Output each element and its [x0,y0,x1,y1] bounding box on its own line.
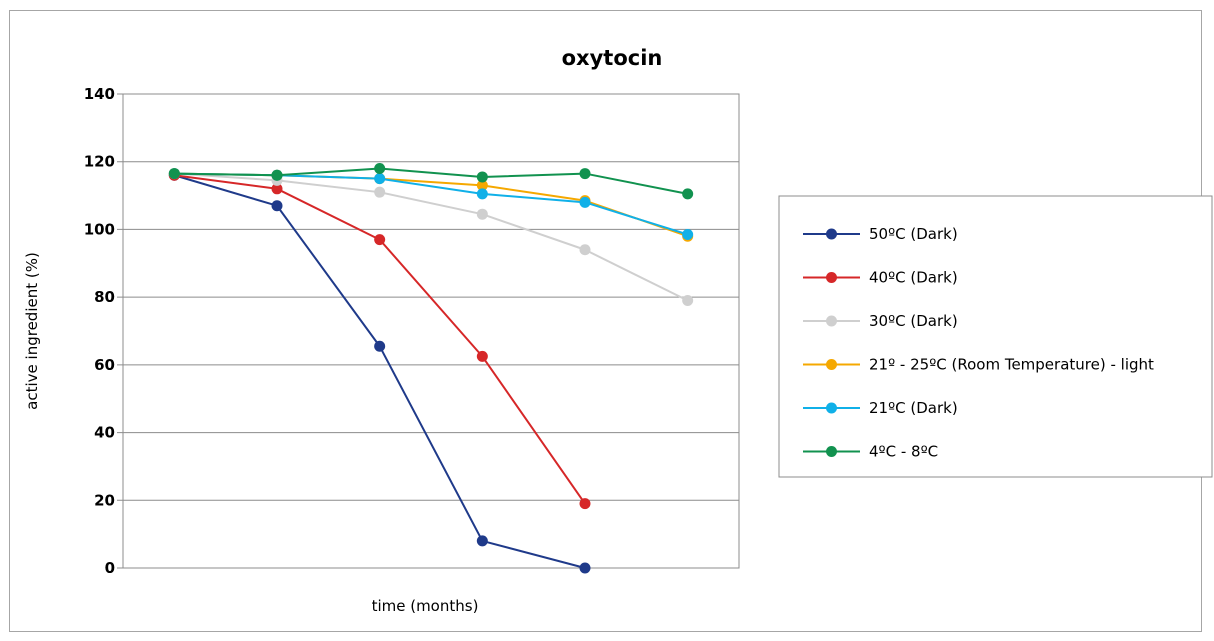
data-point [476,535,488,547]
data-point [374,162,386,174]
chart-title: oxytocin [562,46,663,70]
legend-label: 30ºC (Dark) [869,312,958,330]
data-point [168,168,180,180]
y-tick-label: 80 [94,288,115,306]
legend-label: 4ºC - 8ºC [869,443,938,461]
series-line [174,174,586,505]
data-point [579,498,591,510]
data-point [579,168,591,180]
legend-item: 21ºC (Dark) [803,399,958,417]
legend-item: 4ºC - 8ºC [803,443,938,461]
data-point [271,200,283,212]
legend-swatch-marker [826,272,837,283]
data-point [271,183,283,195]
data-point [682,188,694,200]
legend-label: 40ºC (Dark) [869,269,958,287]
y-tick-label: 60 [94,356,115,374]
data-point [682,295,694,307]
legend-label: 50ºC (Dark) [869,225,958,243]
data-point [579,244,591,256]
gridlines [117,93,739,569]
legend-swatch-marker [826,446,837,457]
data-point [476,171,488,183]
data-point [271,169,283,181]
data-point [476,208,488,220]
legend-swatch-marker [826,402,837,414]
x-axis-title: time (months) [372,597,479,615]
legend-label: 21º - 25ºC (Room Temperature) - light [869,356,1154,374]
y-axis-title: active ingredient (%) [23,252,41,410]
legend-item: 40ºC (Dark) [803,269,958,287]
y-tick-label: 40 [94,424,115,442]
y-tick-label: 0 [105,559,115,577]
data-point [374,234,386,246]
data-point [476,179,488,191]
data-point [579,196,591,208]
y-tick-label: 120 [84,153,115,171]
series-line [174,172,688,238]
series-3 [168,168,694,307]
series-line [174,167,688,195]
series-6 [168,162,694,200]
legend-items: 50ºC (Dark) 40ºC (Dark) 30ºC (Dark) 21º - 2… [803,225,1154,461]
series-layer [168,162,694,574]
legend-swatch-marker [826,359,837,370]
data-point [476,350,488,362]
plot-area [122,93,740,569]
series-line [174,172,689,302]
y-tick-label: 100 [84,220,115,238]
data-point [476,188,488,200]
data-point [579,562,591,574]
legend-item: 21º - 25ºC (Room Temperature) - light [803,356,1154,374]
y-tick-label: 140 [84,85,115,103]
y-tick-label: 20 [94,491,115,509]
data-point [682,229,694,241]
data-point [374,340,386,352]
legend-label: 21ºC (Dark) [869,399,958,417]
legend: 50ºC (Dark) 40ºC (Dark) 30ºC (Dark) 21º - 2… [778,195,1213,478]
legend-item: 30ºC (Dark) [803,312,958,330]
legend-box [778,195,1213,478]
legend-swatch-marker [826,228,837,240]
y-axis-ticks: 0 20 40 60 80 100 120 140 [84,85,115,577]
data-point [374,173,386,185]
series-2 [168,169,591,510]
legend-item: 50ºC (Dark) [803,225,958,243]
data-point [374,186,386,198]
legend-swatch-marker [826,315,837,327]
